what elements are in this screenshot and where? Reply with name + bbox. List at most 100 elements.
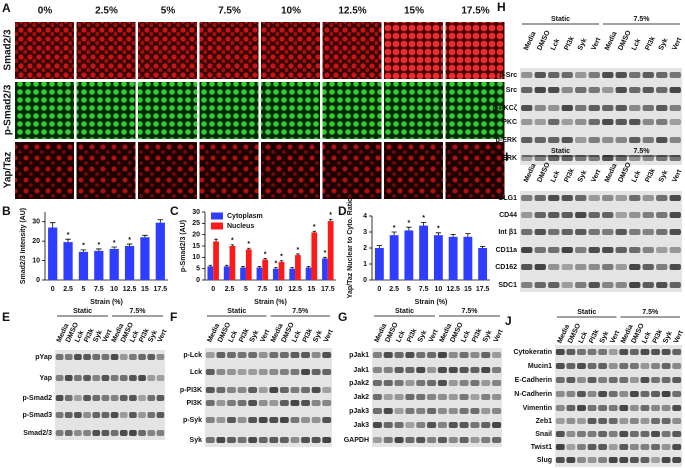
blot-band [629,212,641,218]
row-label: SDC1 [498,282,517,289]
error-bar [323,256,327,259]
column-label: Syk [249,329,261,343]
blot-band [448,422,458,428]
blot-band [437,408,447,414]
blot-band [481,422,491,428]
blot-band [372,367,382,373]
blot-band [629,229,641,235]
blot-band [629,119,641,125]
y-tick-label: 0 [363,277,367,284]
blot-band [651,418,660,424]
blot-band [575,119,587,125]
blot-band [548,247,560,253]
bar [295,255,301,280]
blot-band [555,418,565,424]
panel-letter: I [505,150,508,164]
blot-band [216,352,226,358]
blot-band [156,354,165,360]
blot-band [138,354,146,360]
blot-band [561,229,573,235]
bar [478,248,488,280]
blot-band [322,369,332,375]
significance-marker: * [113,240,116,247]
blot-band [521,195,533,201]
blot-band [561,212,573,218]
blot-band [437,380,447,386]
row-label: p-Smad3 [22,412,52,419]
blot-band [548,137,560,143]
error-bar [157,219,164,223]
column-label: Syk [147,329,159,343]
blot-band [237,352,247,358]
blot-band [481,394,491,400]
blot-band [640,444,650,450]
significance-marker: * [297,247,300,254]
column-label: Syk [662,330,674,344]
blot-band [470,408,480,414]
blot-band [555,444,565,450]
blot-band [598,391,608,397]
x-tick-label: 7.5 [419,286,429,293]
blot-band [311,352,321,358]
blot-band [651,431,660,437]
blot-band [216,437,226,443]
blot-band [290,387,300,393]
column-label: Lck [550,170,561,184]
blot-band [566,405,576,411]
x-tick-label: 2.5 [225,286,235,293]
blot-band [279,437,289,443]
blot-band [372,437,382,443]
blot-band [521,119,533,125]
blot-band [521,212,533,218]
blot-band [322,417,332,423]
bar [404,230,414,280]
blot-band [669,229,681,235]
blot-band [548,229,560,235]
blot-band [83,354,91,360]
blot-band [672,405,682,411]
blot-band [575,212,587,218]
blot-band [587,377,597,383]
blot-band [577,377,586,383]
x-tick-label: 15 [141,286,149,293]
blot-band [575,105,587,111]
blot-band [492,437,502,443]
blot-band [619,405,629,411]
blot-band [258,387,268,393]
x-tick-label: 17.5 [476,286,490,293]
blot-band [416,352,426,358]
blot-band [521,72,533,78]
blot-band [74,412,82,418]
blot-band [205,417,215,423]
blot-band [427,367,437,373]
blot-band [147,354,156,360]
row-label: CD162 [495,264,517,271]
bar [245,249,252,280]
blot-band [575,229,587,235]
panel-letter: D [338,204,347,218]
blot-band [651,391,660,397]
row-label: p-PI3K [180,387,202,394]
group-label: Static [227,308,246,315]
bar [374,248,384,280]
blot-band [205,352,215,358]
blot-band [492,408,502,414]
micrograph [384,22,443,79]
row-label: p-Lck [183,352,202,359]
blot-band [651,457,660,463]
blot-band [481,437,491,443]
blot-band [629,87,641,93]
blot-band [672,431,682,437]
significance-marker: * [247,241,250,248]
blot-band [138,375,146,381]
blot-band [566,363,576,369]
error-bar [96,248,102,251]
blot-band [290,400,300,406]
error-bar [465,233,471,237]
blot-band [372,408,382,414]
blot-band [672,457,682,463]
blot-membrane [55,350,165,440]
blot-band [629,282,641,288]
blot-band [394,367,404,373]
blot-band [548,119,560,125]
